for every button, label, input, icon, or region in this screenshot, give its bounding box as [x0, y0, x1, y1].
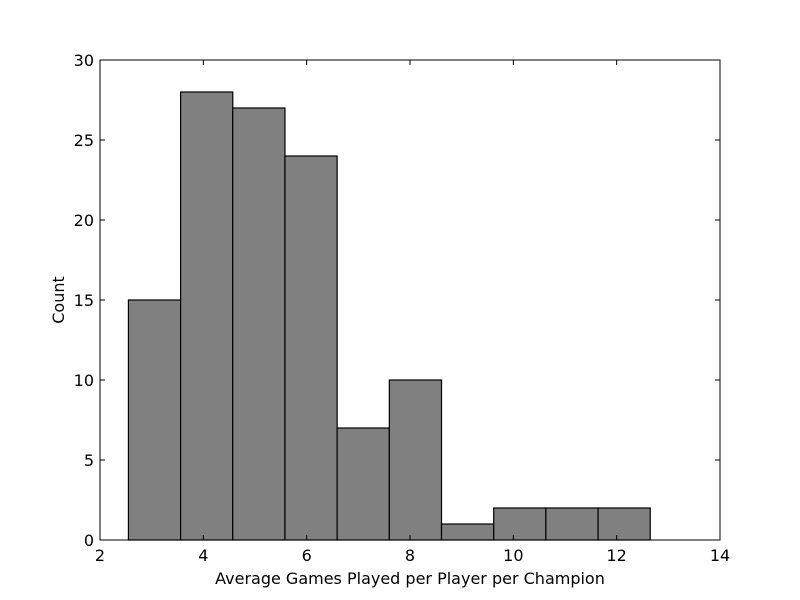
y-tick-label-0: 0: [84, 531, 94, 550]
y-axis-label: Count: [49, 276, 68, 324]
histogram-bar-2: [232, 107, 286, 541]
axis-ticks: [99, 59, 721, 541]
x-tick-label-6: 6: [302, 546, 312, 565]
y-tick-label-15: 15: [74, 291, 94, 310]
histogram-bar-6: [440, 523, 495, 541]
y-tick-label-5: 5: [84, 451, 94, 470]
histogram-bar-7: [493, 507, 547, 541]
histogram-bar-0: [127, 299, 182, 541]
x-tick-label-8: 8: [405, 546, 415, 565]
histogram-bar-4: [336, 427, 390, 541]
histogram-bar-1: [180, 91, 234, 541]
x-tick-label-4: 4: [198, 546, 208, 565]
y-tick-label-20: 20: [74, 211, 94, 230]
y-tick-label-10: 10: [74, 371, 94, 390]
histogram-bar-5: [388, 379, 443, 541]
histogram-bar-3: [284, 155, 338, 541]
x-tick-label-12: 12: [606, 546, 626, 565]
x-tick-label-10: 10: [503, 546, 523, 565]
x-tick-label-14: 14: [710, 546, 730, 565]
histogram-bar-9: [597, 507, 651, 541]
y-tick-label-25: 25: [74, 131, 94, 150]
x-tick-label-2: 2: [95, 546, 105, 565]
histogram-bar-8: [545, 507, 599, 541]
axis-tick-labels: 2 4 6 8 10 12 14 0 5 10 15 20 25 30: [74, 51, 731, 565]
y-tick-label-30: 30: [74, 51, 94, 70]
x-axis-label: Average Games Played per Player per Cham…: [215, 569, 605, 588]
histogram-bars: [127, 91, 651, 541]
